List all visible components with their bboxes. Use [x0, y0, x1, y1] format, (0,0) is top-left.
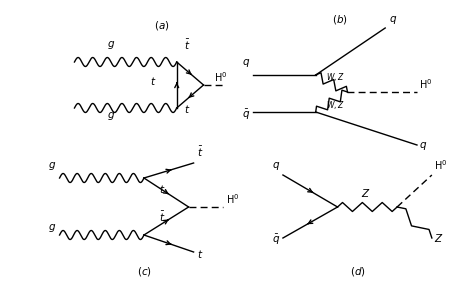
Text: $(a)$: $(a)$ — [154, 19, 170, 32]
Text: $\bar{q}$: $\bar{q}$ — [272, 233, 280, 247]
Text: $Z$: $Z$ — [360, 187, 370, 199]
Text: $t$: $t$ — [159, 183, 165, 195]
Text: $\bar{t}$: $\bar{t}$ — [197, 145, 203, 159]
Text: $\bar{q}$: $\bar{q}$ — [242, 108, 250, 122]
Text: $\mathrm{H}^{0}$: $\mathrm{H}^{0}$ — [226, 192, 240, 206]
Text: $(c)$: $(c)$ — [136, 266, 151, 278]
Text: $\mathrm{H}^{0}$: $\mathrm{H}^{0}$ — [434, 158, 447, 172]
Text: $(b)$: $(b)$ — [332, 12, 347, 26]
Text: $q$: $q$ — [389, 14, 397, 26]
Text: $W,Z$: $W,Z$ — [326, 99, 344, 111]
Text: $g$: $g$ — [107, 110, 115, 122]
Text: $q$: $q$ — [272, 160, 280, 172]
Text: $\bar{t}$: $\bar{t}$ — [184, 38, 190, 52]
Text: $q$: $q$ — [242, 57, 250, 69]
Text: $W,Z$: $W,Z$ — [326, 71, 344, 83]
Text: $g$: $g$ — [49, 160, 57, 172]
Text: $g$: $g$ — [107, 39, 115, 51]
Text: $\mathrm{H}^{0}$: $\mathrm{H}^{0}$ — [419, 77, 432, 91]
Text: $g$: $g$ — [49, 222, 57, 234]
Text: $t$: $t$ — [197, 248, 203, 260]
Text: $t$: $t$ — [184, 103, 190, 115]
Text: $(d)$: $(d)$ — [350, 266, 365, 278]
Text: $\bar{t}$: $\bar{t}$ — [159, 210, 165, 224]
Text: $\mathrm{H}^{0}$: $\mathrm{H}^{0}$ — [215, 70, 228, 84]
Text: $Z$: $Z$ — [434, 232, 443, 244]
Text: $q$: $q$ — [419, 140, 427, 152]
Text: $t$: $t$ — [150, 75, 157, 87]
